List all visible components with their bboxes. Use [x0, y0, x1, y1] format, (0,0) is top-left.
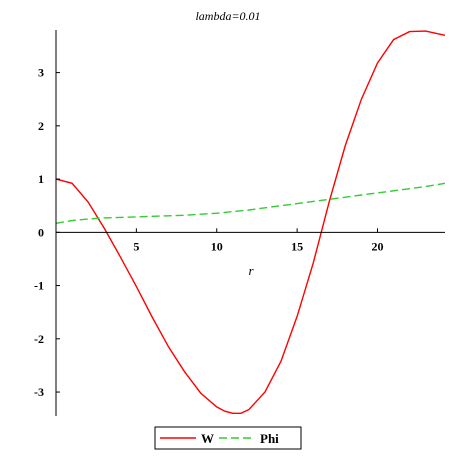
y-tick-label: -3	[34, 385, 44, 399]
x-tick-label: 5	[133, 239, 139, 253]
series-line-phi	[55, 182, 446, 224]
legend-label-phi: Phi	[260, 431, 279, 446]
y-tick-label: 1	[38, 172, 44, 186]
axes-layer: 5 10 15 20 -3 -2 -1 0 1 2 3	[34, 30, 445, 416]
legend-label-w: W	[201, 431, 214, 446]
chart-title: lambda=0.01	[195, 9, 260, 23]
y-tick-label: 0	[38, 225, 44, 239]
x-axis-label: r	[248, 263, 254, 278]
y-tick-label: 2	[38, 119, 44, 133]
series-layer	[55, 30, 446, 414]
x-tick-label: 20	[371, 239, 383, 253]
legend: W Phi	[154, 426, 302, 450]
y-tick-label: -1	[34, 279, 44, 293]
x-tick-label: 15	[291, 239, 303, 253]
y-tick-label: -2	[34, 332, 44, 346]
series-line-w	[55, 30, 446, 414]
x-tick-label: 10	[211, 239, 223, 253]
legend-box	[154, 426, 302, 450]
y-tick-label: 3	[38, 66, 44, 80]
